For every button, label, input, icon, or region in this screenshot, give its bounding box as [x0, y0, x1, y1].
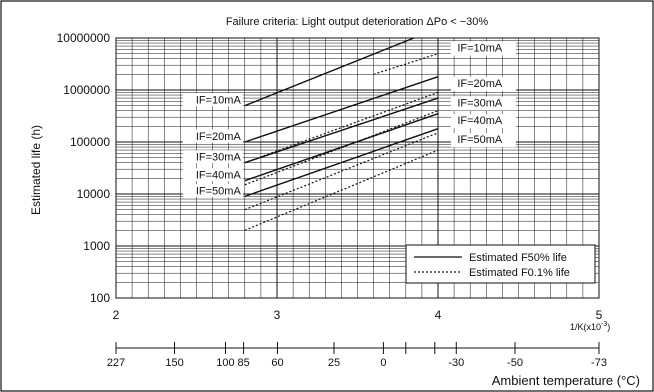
annotation-right-if-40ma: IF=40mA: [457, 115, 503, 127]
series-line-if-10ma-solid: [244, 37, 415, 107]
y-tick-label: 10000: [77, 187, 111, 201]
x-axis-label-suffix: ): [607, 322, 610, 332]
x-tick-label: 4: [435, 308, 442, 322]
chart-title: Failure criteria: Light output deteriora…: [226, 16, 489, 28]
annotation-bg-left: [182, 183, 243, 197]
temperature-tick-label: 0: [380, 357, 386, 369]
temperature-tick-label: 150: [165, 357, 183, 369]
temperature-tick-label: -30: [448, 357, 464, 369]
annotation-left-if-50ma: IF=50mA: [196, 185, 242, 197]
annotation-bg-left: [182, 93, 243, 107]
annotation-bg-right: [450, 96, 516, 111]
annotation-left-if-40ma: IF=40mA: [196, 170, 242, 182]
legend-label: Estimated F0.1% life: [469, 267, 570, 279]
temperature-tick-label: -50: [507, 357, 523, 369]
x-axis-label-main: 1/K(x10: [570, 322, 601, 332]
annotation-left-if-30ma: IF=30mA: [196, 152, 242, 164]
x-axis: 2 3 4 51/K(x10-3): [113, 308, 611, 332]
series-line-if-40ma-dotted: [244, 132, 439, 211]
x-tick-label: 2: [113, 308, 120, 322]
series-line-if-40ma-solid: [244, 113, 439, 182]
temperature-axis-label: Ambient temperature (°C): [492, 373, 640, 388]
annotation-right-if-20ma: IF=20mA: [457, 78, 503, 90]
x-axis-label-exponent: -3: [601, 321, 607, 328]
y-tick-label: 100000: [70, 135, 110, 149]
temperature-tick-label: 25: [328, 357, 340, 369]
legend-box: [405, 244, 596, 284]
annotation-bg-left: [182, 150, 243, 164]
legend: Estimated F50% life Estimated F0.1% life: [405, 244, 596, 284]
annotation-bg-right: [450, 114, 516, 129]
temperature-axis: 227 150 100 85 60 25 0 -30 -50 -73 Ambient tempera…: [107, 342, 640, 388]
annotation-left-if-20ma: IF=20mA: [196, 131, 242, 143]
annotation-bg-left: [182, 168, 243, 182]
annotation-bg-right: [450, 76, 516, 91]
annotation-right-if-50ma: IF=50mA: [457, 134, 503, 146]
temperature-tick-label: 85: [237, 357, 249, 369]
temperature-tick-label: 227: [107, 357, 125, 369]
series-line-if-50ma-solid: [244, 128, 439, 198]
annotation-right-if-10ma: IF=10mA: [457, 43, 503, 55]
temperature-tick-label: 100: [216, 357, 234, 369]
x-tick-label: 3: [274, 308, 281, 322]
legend-label: Estimated F50% life: [469, 252, 567, 264]
y-tick-label: 100: [90, 291, 110, 305]
series-line-if-20ma-solid: [244, 76, 439, 143]
annotation-left-if-10ma: IF=10mA: [196, 95, 242, 107]
series-line-if-30ma-dotted: [244, 110, 439, 186]
series-lines: [244, 37, 439, 231]
x-tick-label: 5: [596, 308, 603, 322]
annotation-bg-right: [450, 41, 516, 56]
series-annotations: IF=10mA IF=20mA IF=30mA IF=40mA IF=50mA IF=10…: [182, 41, 516, 197]
annotation-bg-right: [450, 133, 516, 148]
y-axis-label: Estimated life (h): [29, 125, 43, 215]
series-line-if-30ma-solid: [244, 97, 439, 164]
y-tick-label: 10000000: [57, 31, 111, 45]
x-axis-label: 1/K(x10-3): [570, 321, 610, 332]
y-axis: 100 1000 10000 100000 1000000 10000000: [57, 31, 111, 305]
y-tick-label: 1000000: [63, 83, 110, 97]
series-line-if-10ma-dotted: [373, 53, 439, 75]
y-tick-label: 1000: [83, 239, 110, 253]
series-line-if-50ma-dotted: [244, 149, 439, 231]
annotation-right-if-30ma: IF=30mA: [457, 98, 503, 110]
temperature-tick-label: 60: [271, 357, 283, 369]
temperature-tick-label: -73: [591, 357, 607, 369]
annotation-bg-left: [182, 129, 243, 143]
